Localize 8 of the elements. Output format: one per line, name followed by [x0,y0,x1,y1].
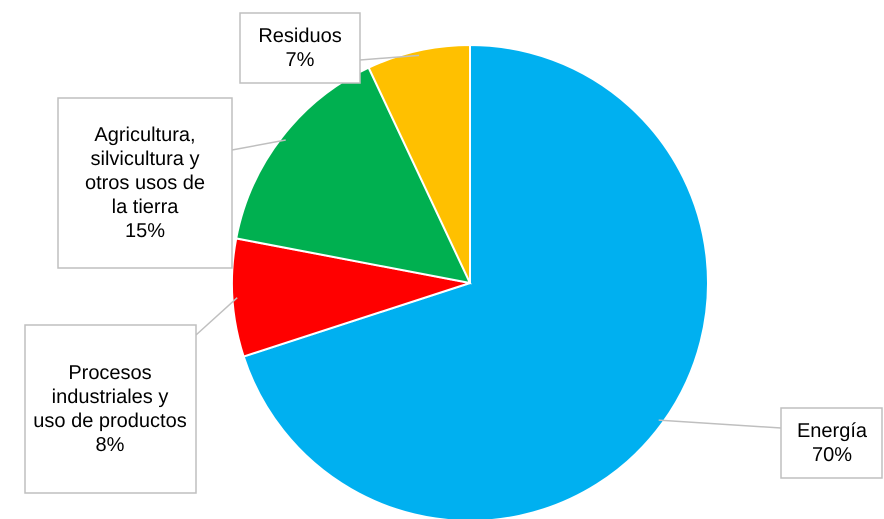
data-label: 15% [124,220,166,242]
slice-label: Procesos industriales y uso de productos [33,362,187,432]
slice-label: Residuos [258,25,342,47]
slice-label: Agricultura, silvicultura y otros usos de la tierra [84,124,206,218]
data-label: 70% [812,444,852,466]
slice-label: Energía [796,420,868,442]
data-label: 7% [286,49,315,71]
data-label: 8% [96,434,125,456]
